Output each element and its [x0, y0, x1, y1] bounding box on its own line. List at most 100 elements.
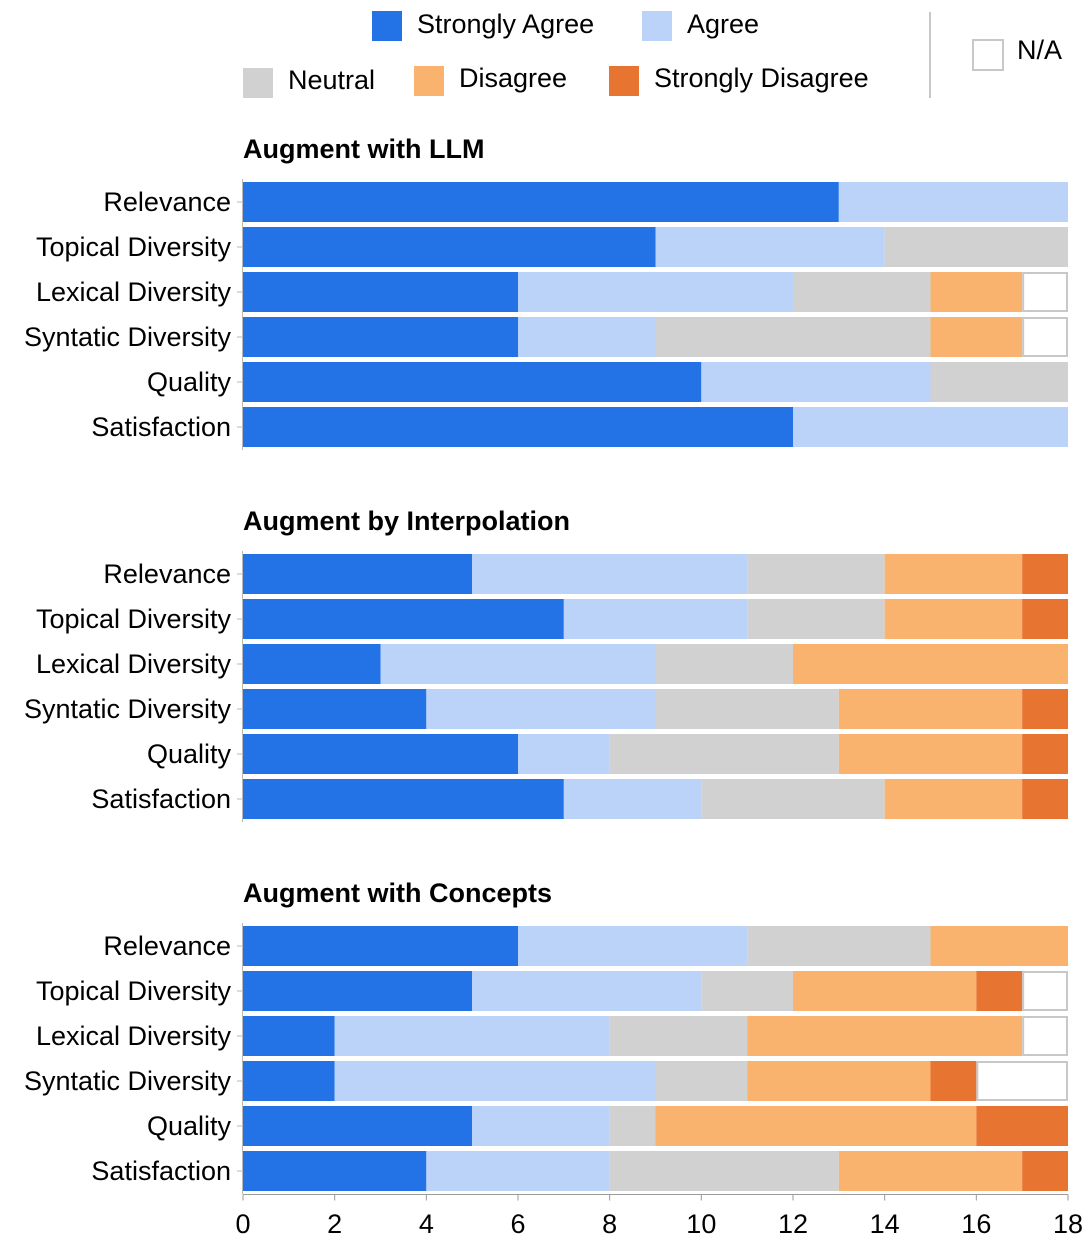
- bar-segment-agree: [838, 182, 1068, 222]
- bar-segment-neutral: [609, 1106, 656, 1146]
- category-label: Syntatic Diversity: [24, 694, 232, 724]
- x-tick-label: 2: [327, 1209, 342, 1239]
- category-label: Topical Diversity: [36, 604, 232, 634]
- bar-segment-na: [976, 1061, 1068, 1101]
- bar-segment-strongly-disagree: [930, 1061, 977, 1101]
- bar-segment-strongly-agree: [243, 1061, 335, 1101]
- bar-segment-neutral: [747, 926, 931, 966]
- category-label: Satisfaction: [91, 412, 231, 442]
- category-label: Quality: [147, 1111, 232, 1141]
- legend-label-strongly-disagree: Strongly Disagree: [654, 63, 869, 93]
- bar-segment-agree: [563, 779, 702, 819]
- bar-segment-strongly-disagree: [1022, 1151, 1068, 1191]
- bar-segment-na: [1022, 317, 1069, 357]
- x-tick-label: 8: [602, 1209, 617, 1239]
- x-tick-label: 14: [870, 1209, 900, 1239]
- bar-segment-strongly-agree: [243, 644, 381, 684]
- bar-segment-disagree: [655, 1106, 977, 1146]
- legend: Strongly Agree Agree Neutral Disagree Strong…: [243, 9, 1062, 98]
- bar-segment-neutral: [701, 971, 793, 1011]
- bar-segment-agree: [380, 644, 656, 684]
- bar-segment-agree: [518, 272, 793, 312]
- bar-segment-agree: [518, 734, 610, 774]
- bar-segment-agree: [793, 407, 1068, 447]
- legend-swatch-agree: [642, 11, 672, 41]
- bar-segment-strongly-disagree: [1022, 554, 1068, 594]
- legend-swatch-strongly-agree: [372, 11, 402, 41]
- bar-segment-agree: [334, 1061, 656, 1101]
- bar-segment-disagree: [930, 926, 1068, 966]
- bar-segment-strongly-disagree: [976, 971, 1023, 1011]
- bar-segment-agree: [655, 227, 885, 267]
- bar-segment-agree: [518, 926, 748, 966]
- x-tick-label: 0: [235, 1209, 250, 1239]
- chart-group-title: Augment by Interpolation: [243, 506, 570, 536]
- bar-segment-strongly-agree: [243, 971, 473, 1011]
- legend-swatch-na: [972, 39, 1004, 71]
- x-axis: 0 2 4 6 8 10 12 14 16 18: [235, 1194, 1083, 1239]
- category-label: Topical Diversity: [36, 976, 232, 1006]
- chart-groups: Augment with LLM Relevance Topical Diversi…: [24, 134, 1069, 1194]
- category-label: Lexical Diversity: [36, 1021, 232, 1051]
- bar-segment-agree: [563, 599, 748, 639]
- bar-segment-strongly-disagree: [1022, 689, 1068, 729]
- bar-segment-neutral: [655, 644, 793, 684]
- bar-segment-neutral: [609, 1151, 839, 1191]
- bar-segment-strongly-agree: [243, 734, 518, 774]
- bar-segment-neutral: [655, 689, 839, 729]
- chart-group-title: Augment with LLM: [243, 134, 484, 164]
- bar-segment-neutral: [655, 1061, 748, 1101]
- legend-label-agree: Agree: [687, 9, 759, 39]
- bar-segment-strongly-agree: [243, 1151, 427, 1191]
- bar-segment-neutral: [793, 272, 931, 312]
- bar-segment-neutral: [701, 779, 885, 819]
- bar-segment-agree: [426, 1151, 610, 1191]
- legend-label-neutral: Neutral: [288, 65, 375, 95]
- bar-segment-agree: [426, 689, 656, 729]
- chart-group-1: Augment with LLM Relevance Topical Diversi…: [24, 134, 1069, 450]
- bar-segment-agree: [701, 362, 931, 402]
- bar-segment-disagree: [884, 599, 1023, 639]
- bar-segment-strongly-agree: [243, 779, 564, 819]
- bar-segment-disagree: [838, 734, 1023, 774]
- category-label: Quality: [147, 739, 232, 769]
- bar-segment-disagree: [884, 779, 1023, 819]
- bar-segment-na: [1022, 1016, 1069, 1056]
- chart-group-2: Augment by Interpolation Relevance Topical…: [24, 506, 1068, 822]
- bar-segment-strongly-disagree: [1022, 779, 1068, 819]
- bar-segment-agree: [472, 1106, 610, 1146]
- chart-group-3: Augment with Concepts Relevance Topical Di…: [24, 878, 1069, 1194]
- legend-swatch-neutral: [243, 68, 273, 98]
- bar-segment-neutral: [609, 1016, 748, 1056]
- legend-swatch-strongly-disagree: [609, 66, 639, 96]
- bar-segment-strongly-agree: [243, 1106, 473, 1146]
- bar-segment-disagree: [838, 1151, 1023, 1191]
- bar-segment-strongly-agree: [243, 926, 518, 966]
- bar-segment-strongly-disagree: [1022, 734, 1068, 774]
- category-label: Relevance: [103, 187, 231, 217]
- bar-segment-disagree: [930, 317, 1023, 357]
- category-label: Relevance: [103, 559, 231, 589]
- category-label: Satisfaction: [91, 784, 231, 814]
- bar-segment-strongly-agree: [243, 407, 793, 447]
- chart-group-title: Augment with Concepts: [243, 878, 552, 908]
- bar-segment-strongly-agree: [243, 227, 656, 267]
- legend-label-strongly-agree: Strongly Agree: [417, 9, 594, 39]
- x-tick-label: 12: [778, 1209, 808, 1239]
- bar-segment-strongly-agree: [243, 689, 427, 729]
- category-label: Lexical Diversity: [36, 649, 232, 679]
- bar-segment-disagree: [838, 689, 1023, 729]
- bar-segment-strongly-agree: [243, 599, 564, 639]
- bar-segment-disagree: [747, 1061, 931, 1101]
- category-label: Syntatic Diversity: [24, 1066, 232, 1096]
- x-tick-label: 18: [1053, 1209, 1083, 1239]
- bar-segment-disagree: [793, 971, 977, 1011]
- x-tick-label: 6: [510, 1209, 525, 1239]
- bar-segment-neutral: [655, 317, 931, 357]
- bar-segment-strongly-agree: [243, 317, 518, 357]
- bar-segment-na: [1022, 272, 1069, 312]
- bar-segment-neutral: [930, 362, 1068, 402]
- bar-segment-neutral: [747, 554, 885, 594]
- bar-segment-agree: [334, 1016, 610, 1056]
